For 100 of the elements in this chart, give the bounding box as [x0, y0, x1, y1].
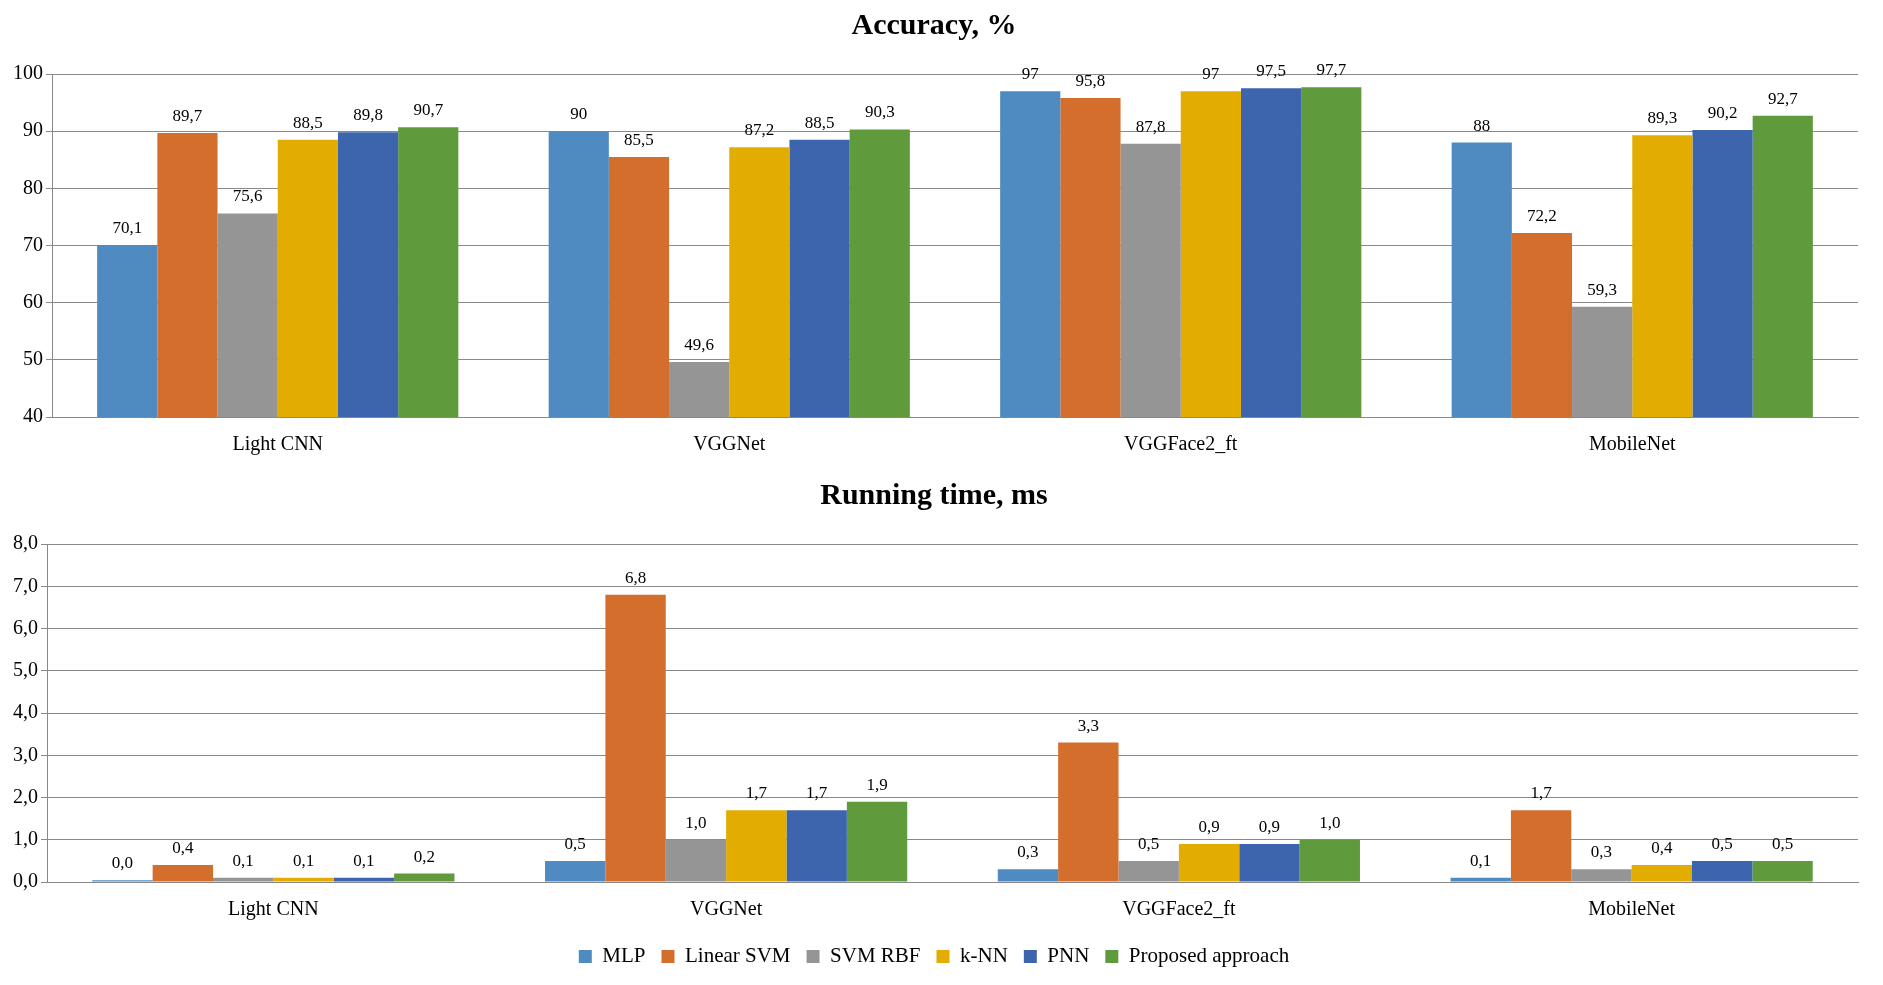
data-label: 97,5 [1256, 61, 1286, 81]
y-tick-label: 8,0 [13, 531, 38, 554]
bar [726, 810, 787, 882]
data-label: 0,3 [1017, 842, 1039, 862]
data-label: 87,8 [1135, 116, 1166, 136]
bar [1510, 810, 1572, 882]
legend-label: k-NN [960, 943, 1008, 968]
bar [1450, 877, 1511, 882]
bar [997, 869, 1059, 882]
data-label: 0,9 [1258, 816, 1281, 836]
bar [1299, 839, 1360, 882]
y-tick-label: 1,0 [13, 827, 38, 849]
bar [1178, 843, 1240, 882]
data-label: 3,3 [1077, 715, 1099, 735]
data-label: 95,8 [1075, 70, 1106, 90]
data-label: 90,3 [864, 102, 895, 122]
data-label: 88,5 [804, 112, 835, 132]
bar [213, 877, 274, 882]
y-tick-label: 0,0 [13, 869, 38, 892]
y-tick-label: 2,0 [13, 784, 38, 807]
data-label: 0,4 [172, 838, 194, 858]
data-label: 0,1 [353, 850, 375, 870]
bar [1571, 869, 1632, 882]
data-label: 0,2 [413, 846, 435, 866]
bar [273, 877, 334, 882]
x-tick-label: VGGFace2_ft [1124, 432, 1238, 455]
data-label: 1,7 [806, 783, 828, 803]
bar [846, 801, 908, 882]
y-tick-label: 5,0 [13, 658, 38, 680]
bar [1118, 860, 1179, 882]
data-label: 90,7 [413, 100, 444, 120]
data-label: 92,7 [1767, 88, 1799, 108]
bar [1058, 742, 1119, 882]
bar [605, 594, 666, 882]
data-label: 72,2 [1527, 205, 1557, 225]
data-label: 49,6 [684, 335, 715, 355]
data-label: 0,5 [1771, 833, 1794, 853]
bar [394, 873, 455, 882]
x-tick-label: VGGNet [693, 432, 766, 455]
data-label: 0,1 [232, 850, 254, 870]
x-tick-label: MobileNet [1588, 432, 1677, 455]
data-label: 1,7 [1530, 783, 1553, 803]
y-tick-label: 80 [23, 175, 43, 198]
data-label: 75,6 [232, 186, 263, 206]
data-label: 0,1 [292, 850, 315, 870]
y-tick-label: 6,0 [13, 615, 38, 638]
y-tick-label: 7,0 [13, 573, 38, 596]
bar [1752, 860, 1813, 882]
data-label: 6,8 [624, 567, 647, 587]
legend-label: MLP [602, 943, 646, 968]
data-label: 0,0 [111, 853, 134, 873]
data-label: 88,5 [292, 112, 323, 132]
bar [1631, 865, 1692, 882]
bar [152, 865, 214, 882]
data-label: 90 [570, 104, 588, 124]
y-tick-label: 50 [23, 347, 43, 370]
data-label: 97,7 [1316, 60, 1347, 80]
data-label: 89,7 [172, 105, 203, 125]
data-label: 1,9 [866, 774, 888, 794]
x-tick-label: Light CNN [232, 432, 324, 456]
y-tick-label: 70 [23, 232, 43, 255]
legend-label: SVM RBF [830, 943, 921, 968]
data-label: 0,5 [1711, 833, 1733, 853]
data-label: 88 [1473, 115, 1491, 135]
data-label: 90,2 [1707, 102, 1738, 122]
x-tick-label: MobileNet [1588, 897, 1676, 920]
data-label: 89,3 [1647, 108, 1678, 128]
bar [545, 860, 606, 882]
data-label: 97 [1021, 64, 1040, 84]
y-tick-label: 90 [23, 118, 43, 141]
x-tick-label: VGGFace2_ft [1122, 897, 1236, 920]
data-label: 1,0 [1319, 812, 1341, 832]
y-tick-label: 3,0 [13, 742, 38, 765]
bar [1691, 860, 1753, 882]
y-tick-label: 40 [23, 404, 43, 427]
data-label: 85,5 [624, 129, 654, 149]
legend-label: PNN [1047, 943, 1090, 968]
data-label: 59,3 [1587, 279, 1618, 299]
chart-title: Accuracy, % [851, 6, 1017, 40]
x-tick-label: VGGNet [690, 897, 763, 920]
y-tick-label: 100 [13, 61, 43, 84]
data-label: 1,0 [685, 812, 707, 832]
data-label: 89,8 [353, 105, 383, 125]
data-label: 0,9 [1198, 816, 1220, 836]
x-tick-label: Light CNN [228, 897, 319, 921]
data-label: 87,2 [744, 120, 775, 140]
data-label: 0,3 [1590, 842, 1613, 862]
data-label: 0,4 [1651, 838, 1673, 858]
chart-title: Running time, ms [820, 476, 1048, 510]
bar [1239, 843, 1300, 882]
data-label: 0,1 [1470, 850, 1492, 870]
legend-label: Linear SVM [684, 943, 791, 968]
legend-label: Proposed approach [1128, 943, 1290, 968]
data-label: 0,5 [1138, 833, 1160, 853]
data-label: 97 [1202, 64, 1220, 84]
bar [786, 810, 847, 882]
y-tick-label: 4,0 [13, 700, 38, 723]
y-tick-label: 60 [23, 289, 43, 312]
data-label: 1,7 [745, 783, 768, 803]
data-label: 70,1 [112, 217, 143, 237]
